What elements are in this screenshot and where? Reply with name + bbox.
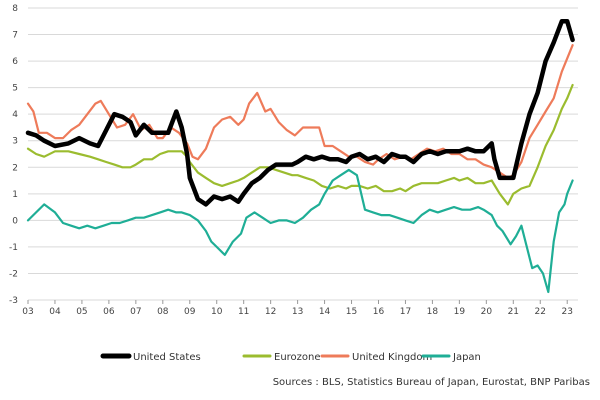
x-tick-label: 06 — [103, 307, 115, 317]
x-tick-label: 04 — [49, 307, 61, 317]
legend-label: Japan — [452, 352, 481, 363]
x-tick-label: 20 — [481, 307, 493, 317]
y-tick-label: 2 — [12, 163, 18, 173]
legend: United States Eurozone United Kingdom Japan — [100, 352, 481, 363]
x-tick-label: 22 — [535, 307, 546, 317]
legend-item-united-kingdom: United Kingdom — [320, 352, 432, 363]
x-tick-label: 14 — [319, 307, 331, 317]
legend-item-japan: Japan — [421, 352, 481, 363]
x-tick-label: 12 — [265, 307, 276, 317]
x-tick-label: 08 — [157, 307, 169, 317]
y-tick-label: -1 — [9, 243, 18, 253]
y-tick-label: 3 — [12, 137, 18, 147]
x-tick-label: 18 — [427, 307, 439, 317]
series-line-united-states — [25, 19, 575, 207]
y-axis-ticks: -3 -2 -1 0 1 2 3 4 5 6 7 8 — [9, 4, 18, 306]
x-axis-ticks: 03 04 05 06 07 08 09 10 11 12 13 14 15 16 17 18 19 20 21 22… — [22, 300, 573, 317]
y-tick-label: 5 — [12, 84, 18, 94]
y-tick-label: 6 — [12, 57, 18, 67]
y-tick-label: 7 — [12, 31, 18, 41]
legend-label: United Kingdom — [352, 352, 432, 363]
legend-label: Eurozone — [274, 352, 321, 363]
x-tick-label: 07 — [130, 307, 141, 317]
legend-label: United States — [133, 352, 201, 363]
y-tick-label: 0 — [12, 216, 18, 226]
x-tick-label: 13 — [292, 307, 303, 317]
x-tick-label: 11 — [238, 307, 249, 317]
x-tick-label: 09 — [184, 307, 196, 317]
x-tick-label: 19 — [454, 307, 466, 317]
x-tick-label: 17 — [400, 307, 411, 317]
x-tick-label: 21 — [508, 307, 519, 317]
series-lines — [25, 19, 575, 294]
x-tick-label: 10 — [211, 307, 223, 317]
y-tick-label: 1 — [12, 190, 18, 200]
x-tick-label: 16 — [373, 307, 385, 317]
y-tick-label: -2 — [9, 269, 18, 279]
y-tick-label: 4 — [12, 110, 18, 120]
series-line-united-kingdom — [26, 44, 574, 179]
y-tick-label: 8 — [12, 4, 18, 14]
x-tick-label: 05 — [76, 307, 87, 317]
series-line-japan — [26, 168, 574, 294]
y-tick-label: -3 — [9, 296, 18, 306]
x-tick-label: 23 — [561, 307, 572, 317]
x-tick-label: 15 — [346, 307, 357, 317]
legend-item-united-states: United States — [100, 352, 201, 363]
series-line-eurozone — [26, 83, 574, 206]
x-tick-label: 03 — [22, 307, 33, 317]
source-note: Sources : BLS, Statistics Bureau of Japa… — [273, 377, 590, 388]
legend-item-eurozone: Eurozone — [242, 352, 321, 363]
